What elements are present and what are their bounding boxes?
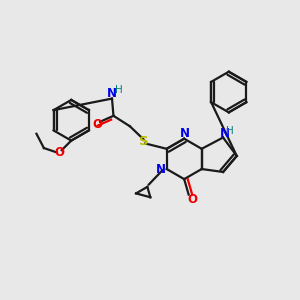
Text: H: H (226, 126, 234, 136)
Text: O: O (187, 194, 197, 206)
Text: N: N (156, 163, 166, 176)
Text: N: N (220, 127, 230, 140)
Text: O: O (92, 118, 102, 130)
Text: N: N (107, 87, 117, 100)
Text: O: O (54, 146, 64, 159)
Text: S: S (139, 136, 148, 148)
Text: H: H (115, 85, 122, 95)
Text: N: N (180, 127, 190, 140)
